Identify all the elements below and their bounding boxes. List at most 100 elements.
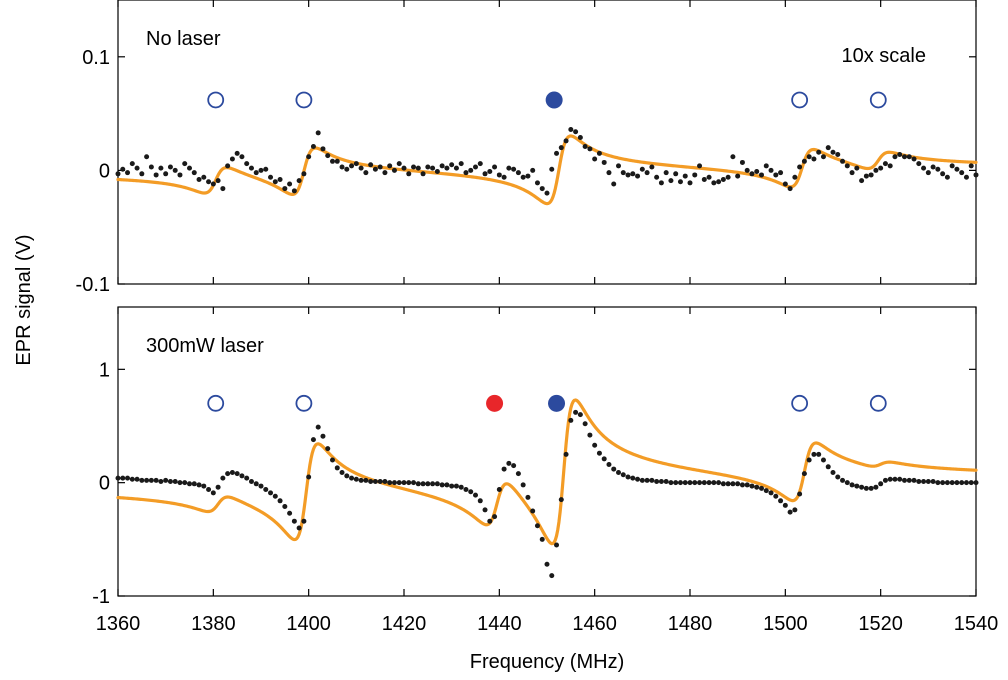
- data-point: [816, 149, 822, 155]
- panel-annotation: 300mW laser: [146, 335, 264, 357]
- data-point: [854, 483, 860, 489]
- data-point: [163, 171, 169, 177]
- data-point: [511, 463, 517, 469]
- data-point: [539, 536, 545, 542]
- data-point: [444, 165, 450, 171]
- y-tick-label: 0: [99, 473, 110, 495]
- data-point: [172, 479, 178, 485]
- data-point: [177, 172, 183, 178]
- x-tick-label: 1440: [477, 613, 522, 635]
- data-point: [411, 480, 417, 486]
- data-point: [139, 171, 145, 177]
- data-point: [120, 475, 126, 481]
- data-point: [949, 480, 955, 486]
- data-point: [549, 166, 555, 172]
- data-point: [735, 481, 741, 487]
- open-blue-marker: [791, 394, 809, 412]
- data-point: [301, 171, 307, 177]
- data-point: [701, 480, 707, 486]
- data-point: [921, 479, 927, 485]
- data-point: [420, 171, 426, 177]
- data-point: [644, 170, 650, 176]
- data-point: [515, 170, 521, 176]
- data-point: [263, 166, 269, 172]
- data-point: [677, 480, 683, 486]
- data-point: [377, 479, 383, 485]
- data-point: [220, 186, 226, 192]
- data-point: [949, 163, 955, 169]
- data-point: [811, 156, 817, 162]
- data-point: [820, 457, 826, 463]
- data-point: [325, 446, 331, 452]
- panel-no-laser: 0.1 0 -0.1 No laser 10x scale: [76, 0, 979, 296]
- data-point: [692, 172, 698, 178]
- data-point: [530, 167, 536, 173]
- y-tick-label: 0: [99, 160, 110, 182]
- data-point: [120, 166, 126, 172]
- data-point: [434, 169, 440, 175]
- data-point: [554, 542, 560, 548]
- data-point: [692, 480, 698, 486]
- data-point: [449, 162, 455, 168]
- data-point: [959, 170, 965, 176]
- data-point: [129, 476, 135, 482]
- data-point: [573, 409, 579, 415]
- open-blue-marker: [869, 91, 887, 109]
- data-point: [363, 170, 369, 176]
- data-point: [411, 164, 417, 170]
- data-point: [663, 479, 669, 485]
- data-point: [849, 482, 855, 488]
- data-point: [582, 421, 588, 427]
- data-point: [759, 172, 764, 178]
- data-point: [215, 484, 221, 490]
- data-point: [792, 174, 798, 180]
- data-point: [911, 477, 917, 483]
- data-point: [263, 486, 269, 492]
- data-point: [330, 158, 335, 164]
- data-point: [325, 153, 331, 159]
- data-point: [968, 163, 974, 169]
- data-point: [563, 451, 569, 457]
- data-point: [639, 166, 645, 172]
- data-point: [287, 510, 293, 516]
- data-point: [187, 165, 192, 171]
- panel-annotation: No laser: [146, 28, 221, 50]
- data-point: [158, 479, 164, 485]
- data-point: [801, 158, 807, 164]
- data-point: [806, 154, 812, 160]
- data-point: [577, 134, 583, 140]
- data-point: [635, 476, 641, 482]
- data-point: [206, 179, 212, 185]
- fit-curve: [116, 134, 978, 206]
- open-blue-marker: [207, 91, 225, 109]
- data-point: [382, 170, 388, 176]
- panel-300mw-laser: 1 0 -1 300mW laser: [92, 306, 979, 608]
- data-point: [973, 172, 979, 178]
- data-point: [854, 165, 860, 171]
- data-point: [797, 164, 803, 170]
- x-axis-label: Frequency (MHz): [470, 651, 624, 673]
- data-point: [968, 480, 974, 486]
- data-point: [739, 159, 745, 165]
- data-point: [759, 485, 764, 491]
- data-point: [878, 165, 884, 171]
- data-point: [201, 174, 207, 180]
- data-point: [549, 573, 555, 579]
- data-point: [372, 166, 378, 172]
- data-point: [377, 164, 383, 170]
- data-point: [687, 480, 693, 486]
- data-point: [720, 481, 726, 487]
- data-point: [339, 164, 345, 170]
- y-tick-label: -0.1: [76, 274, 110, 296]
- data-point: [473, 164, 478, 170]
- data-point: [835, 474, 841, 480]
- data-point: [787, 186, 793, 192]
- data-point: [425, 481, 431, 487]
- data-point: [658, 479, 664, 485]
- data-point: [873, 484, 879, 490]
- data-point: [363, 477, 369, 483]
- data-point: [630, 475, 636, 481]
- data-point: [625, 172, 631, 178]
- y-axis-label: EPR signal (V): [13, 234, 35, 365]
- data-point: [716, 480, 722, 486]
